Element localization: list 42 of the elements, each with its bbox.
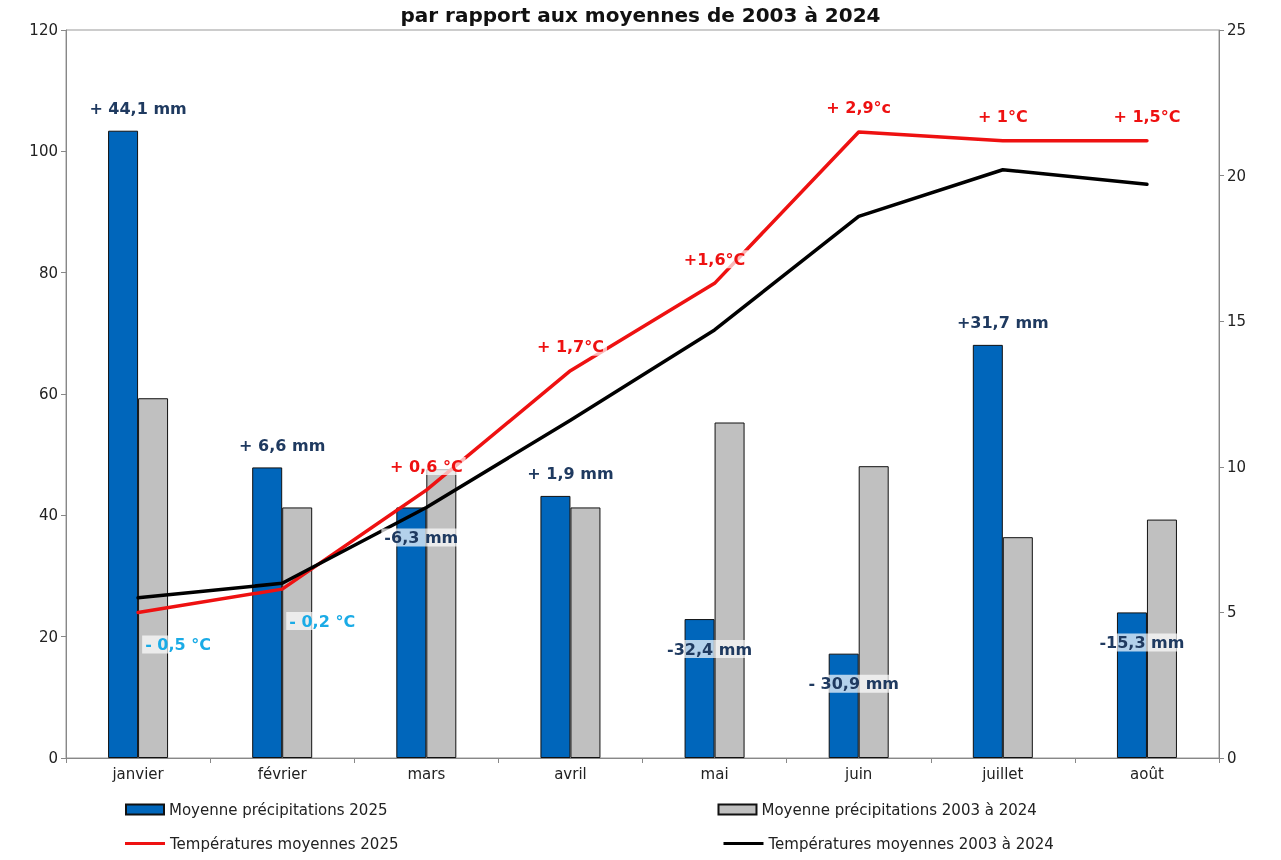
- annotation: +31,7 mm: [956, 313, 1049, 333]
- y-tick-label: 120: [29, 21, 58, 39]
- y-tick-label: 60: [38, 385, 58, 403]
- annotation: + 44,1 mm: [89, 99, 187, 119]
- annotation: - 0,2 °C: [289, 611, 356, 631]
- annotation: + 6,6 mm: [239, 435, 326, 455]
- x-tick-label: juin: [844, 764, 873, 783]
- y-tick-label: 80: [38, 263, 58, 282]
- y2-tick-label: 25: [1227, 21, 1247, 39]
- y2-tick-label: 10: [1227, 457, 1247, 476]
- legend-label: Températures moyennes 2003 à 2024: [767, 834, 1054, 853]
- annotation: + 1,9 mm: [527, 464, 614, 484]
- chart-title: par rapport aux moyennes de 2003 à 2024: [400, 3, 881, 27]
- y-tick-label: 100: [29, 142, 58, 161]
- annotation: -32,4 mm: [667, 639, 753, 659]
- y2-tick-label: 0: [1227, 749, 1237, 767]
- annotation: + 1,7°C: [536, 337, 604, 357]
- annotation: - 30,9 mm: [808, 674, 899, 694]
- legend-label: Températures moyennes 2025: [169, 834, 399, 853]
- x-tick-label: février: [257, 764, 308, 783]
- annotation: -15,3 mm: [1099, 632, 1185, 652]
- annotation: + 0,6 °C: [389, 456, 463, 476]
- x-tick-label: janvier: [111, 764, 165, 783]
- y2-tick-label: 15: [1227, 312, 1247, 331]
- legend-label: Moyenne précipitations 2025: [169, 800, 388, 819]
- x-tick-label: mars: [407, 764, 446, 783]
- y-tick-label: 40: [38, 506, 58, 525]
- y-tick-label: 0: [48, 749, 58, 767]
- annotation: - 0,5 °C: [145, 634, 211, 654]
- annotation: + 1°C: [977, 107, 1028, 127]
- annotation: + 1,5°C: [1113, 107, 1181, 127]
- x-tick-label: mai: [700, 764, 729, 783]
- x-tick-label: août: [1130, 764, 1164, 783]
- annotation: +1,6°C: [683, 249, 746, 269]
- y-tick-label: 20: [38, 627, 58, 646]
- annotation: -6,3 mm: [384, 527, 459, 547]
- x-tick-label: avril: [554, 764, 587, 783]
- y2-tick-label: 20: [1227, 166, 1247, 185]
- y2-tick-label: 5: [1227, 603, 1237, 622]
- annotation: + 2,9°c: [826, 98, 892, 118]
- x-tick-label: juillet: [981, 764, 1024, 783]
- legend-label: Moyenne précipitations 2003 à 2024: [761, 800, 1037, 819]
